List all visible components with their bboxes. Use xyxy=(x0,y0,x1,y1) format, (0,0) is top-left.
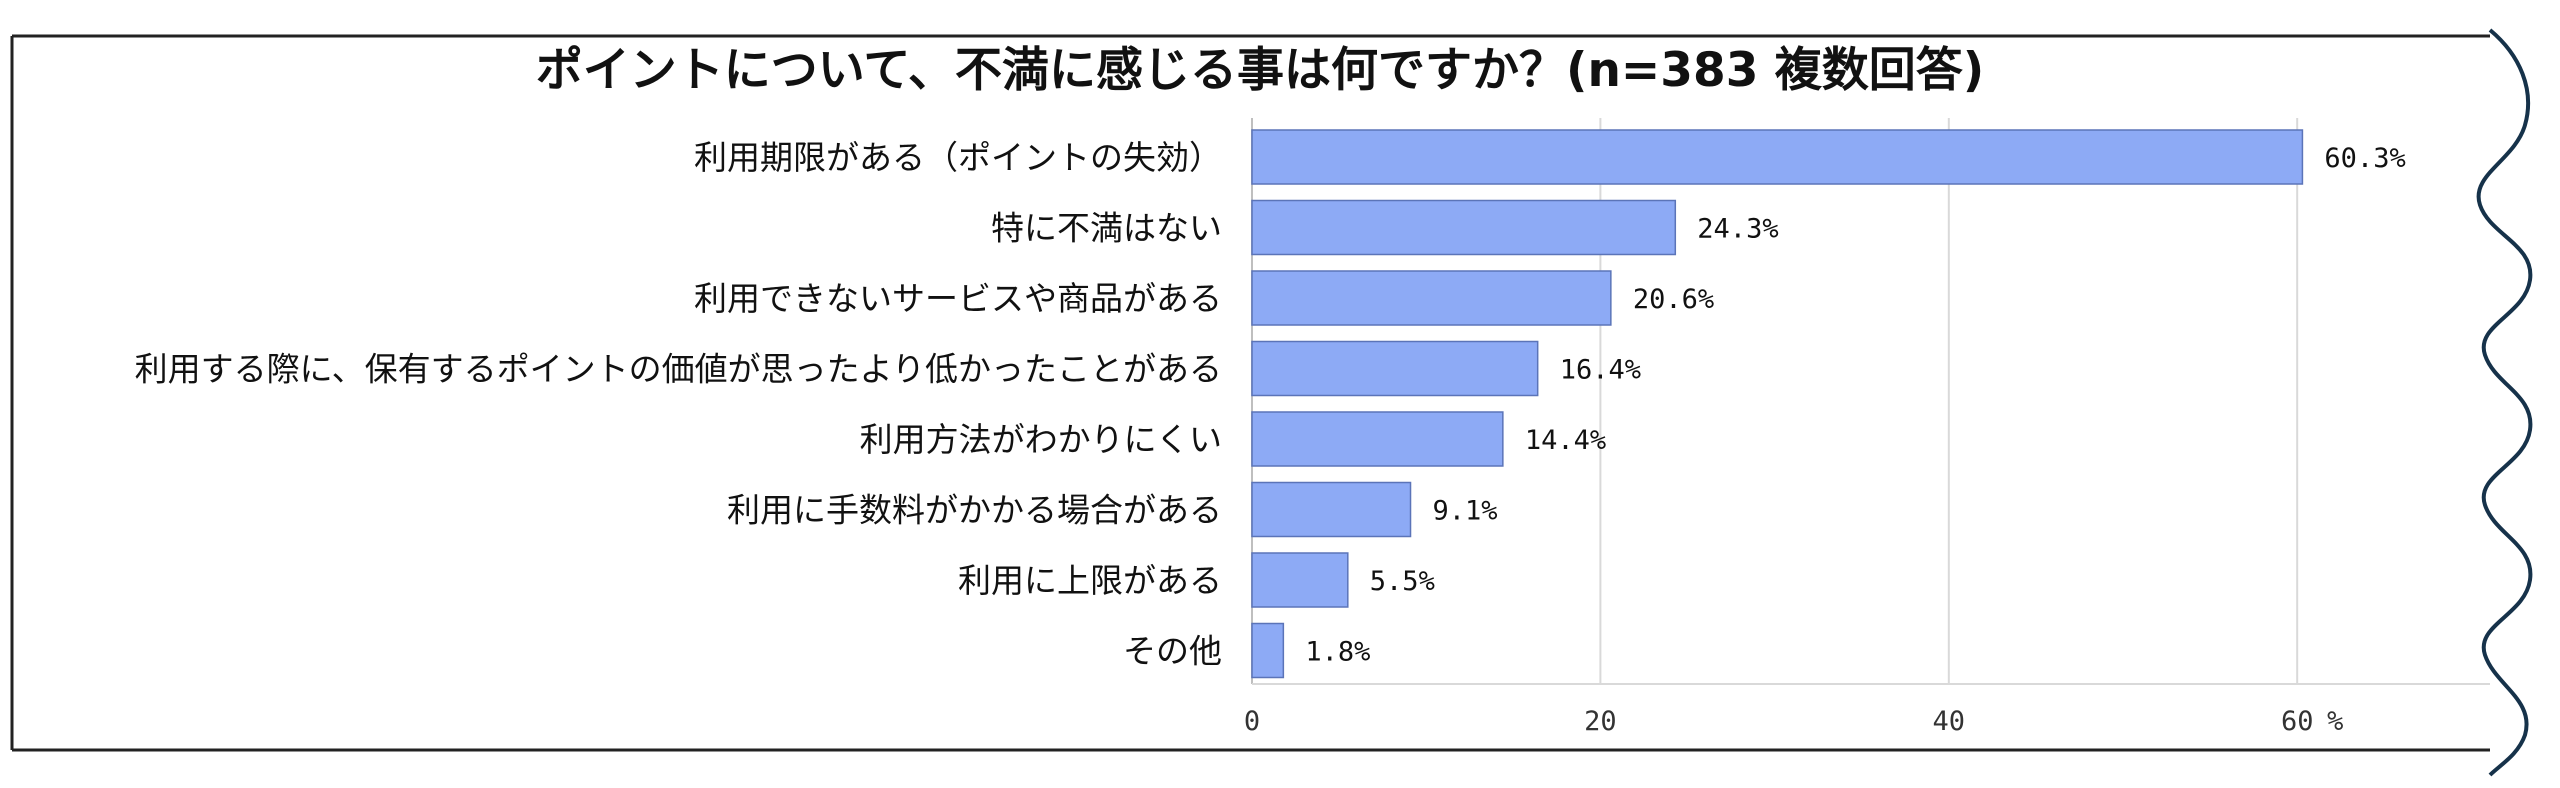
value-label: 1.8% xyxy=(1305,637,1370,668)
value-label: 9.1% xyxy=(1433,496,1498,527)
bar xyxy=(1251,199,1677,256)
x-tick-label: 60 xyxy=(2281,706,2314,737)
bar xyxy=(1251,552,1349,608)
category-label: 特に不満はない xyxy=(991,209,1222,248)
category-label: 利用方法がわかりにくい xyxy=(860,420,1222,459)
category-label: 利用に手数料がかかる場合がある xyxy=(727,491,1222,530)
x-tick-label: 20 xyxy=(1584,706,1617,737)
bar xyxy=(1251,129,2304,185)
category-label: 利用に上限がある xyxy=(958,561,1222,600)
value-label: 14.4% xyxy=(1525,425,1606,456)
chart-title: ポイントについて、不満に感じる事は何ですか？(n=383 複数回答) xyxy=(536,43,1985,98)
torn-edge xyxy=(2476,28,2533,777)
bars xyxy=(1251,129,2304,679)
x-tick-label: 0 xyxy=(1244,706,1260,737)
category-label: その他 xyxy=(1123,632,1222,671)
x-axis-unit: % xyxy=(2327,706,2343,737)
bar xyxy=(1251,481,1412,538)
value-label: 16.4% xyxy=(1560,355,1641,386)
value-label: 20.6% xyxy=(1633,284,1714,315)
category-label: 利用する際に、保有するポイントの価値が思ったより低かったことがある xyxy=(135,350,1222,389)
x-axis: 0 20 40 60% xyxy=(1244,706,2343,737)
bar xyxy=(1251,340,1539,397)
bar xyxy=(1251,622,1285,679)
value-label: 24.3% xyxy=(1697,214,1778,245)
value-label: 5.5% xyxy=(1370,566,1435,597)
value-labels: 60.3% 24.3% 20.6% 16.4% 14.4% 9.1% 5.5% 1.8% xyxy=(1305,143,2405,668)
category-labels: 利用期限がある（ポイントの失効） 特に不満はない利用できないサービスや商品がある利… xyxy=(135,138,1222,671)
category-label: 利用期限がある（ポイントの失効） xyxy=(694,138,1222,177)
value-label: 60.3% xyxy=(2324,143,2405,174)
bar xyxy=(1251,411,1504,467)
x-tick-label: 40 xyxy=(1933,706,1966,737)
category-label: 利用できないサービスや商品がある xyxy=(694,279,1222,318)
bar xyxy=(1251,270,1612,326)
